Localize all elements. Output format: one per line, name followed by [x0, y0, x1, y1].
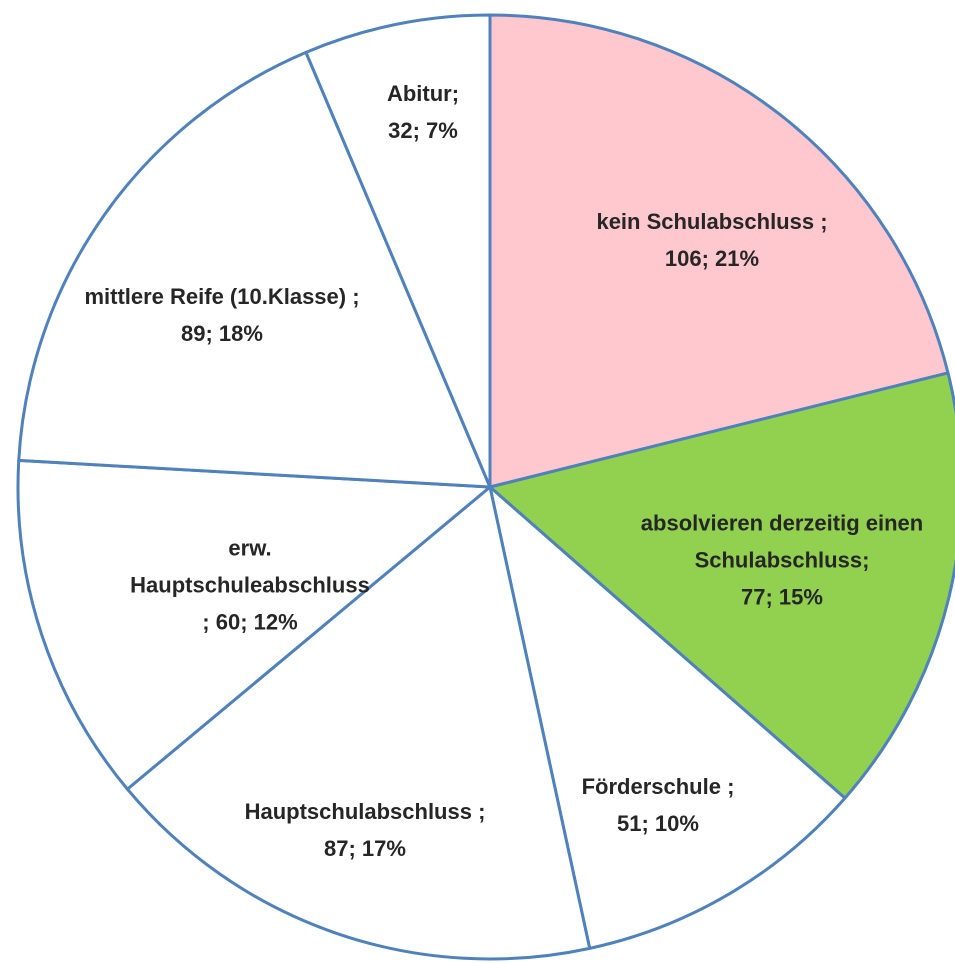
pie-slice [304, 13, 492, 489]
category-label: absolvieren derzeitig einen Schulabschlu… [640, 510, 924, 573]
slice-label: absolvieren derzeitig einen Schulabschlu… [622, 505, 942, 616]
value-label: ; 60; 12% [202, 609, 298, 635]
value-label: 89; 18% [181, 321, 263, 346]
pie-slice [488, 13, 950, 489]
value-label: 106; 21% [664, 246, 760, 271]
pie-slice [488, 485, 847, 950]
pie-slice [17, 50, 492, 489]
slice-label: kein Schulabschluss ; 106; 21% [552, 203, 872, 277]
pie-slice [125, 485, 592, 961]
slice-label: Abitur; 32; 7% [343, 75, 503, 149]
pie-slice [488, 371, 955, 800]
value-label: 77; 15% [741, 584, 823, 610]
category-label: kein Schulabschluss ; [596, 209, 828, 234]
value-label: 32; 7% [388, 118, 458, 143]
category-label: mittlere Reife (10.Klasse) ; [84, 284, 360, 309]
category-label: Abitur; [386, 81, 460, 106]
value-label: 51; 10% [617, 811, 699, 836]
pie-slice [16, 458, 492, 791]
category-label: Hauptschulabschluss ; [244, 799, 486, 824]
category-label: Förderschule ; [581, 774, 735, 799]
slice-label: erw. Hauptschuleabschluss ; 60; 12% [120, 530, 380, 641]
slice-label: Förderschule ; 51; 10% [548, 768, 768, 842]
slice-label: Hauptschulabschluss ; 87; 17% [205, 793, 525, 867]
category-label: erw. Hauptschuleabschluss [130, 535, 370, 598]
slice-label: mittlere Reife (10.Klasse) ; 89; 18% [72, 278, 372, 352]
value-label: 87; 17% [324, 836, 406, 861]
